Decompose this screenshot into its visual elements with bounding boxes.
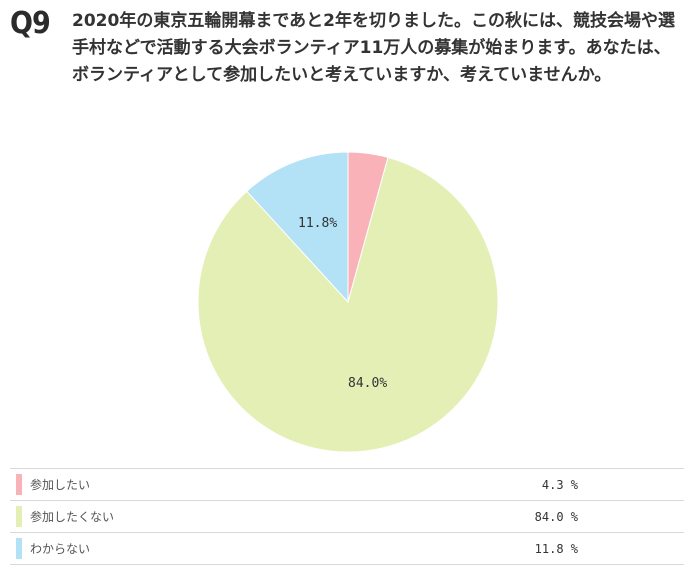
pie-label-sanka-shitakunai: 84.0% <box>348 376 387 391</box>
pie-chart: 84.0% 11.8% <box>197 151 499 453</box>
legend: 参加したい 4.3 % 参加したくない 84.0 % わからない 11.8 % <box>10 468 684 565</box>
legend-swatch-wakaranai <box>16 538 22 559</box>
legend-label-sanka-shitai: 参加したい <box>30 478 91 492</box>
legend-swatch-sanka-shitakunai <box>16 506 22 527</box>
question-text: 2020年の東京五輪開幕まであと2年を切りました。この秋には、競技会場や選手村な… <box>72 11 675 85</box>
pie-slices <box>197 151 499 453</box>
legend-label-wakaranai: わからない <box>30 542 91 556</box>
pie-label-wakaranai: 11.8% <box>298 216 337 231</box>
legend-row-sanka-shitai: 参加したい 4.3 % <box>10 468 684 500</box>
legend-label-sanka-shitakunai: 参加したくない <box>30 510 115 524</box>
question-number: Q9 <box>10 6 51 41</box>
legend-value-wakaranai: 11.8 % <box>534 542 578 556</box>
legend-row-sanka-shitakunai: 参加したくない 84.0 % <box>10 500 684 532</box>
legend-row-wakaranai: わからない 11.8 % <box>10 532 684 565</box>
legend-value-sanka-shitai: 4.3 % <box>541 478 578 492</box>
legend-value-sanka-shitakunai: 84.0 % <box>534 510 578 524</box>
pie-slice-sanka-shitakunai <box>197 156 499 453</box>
legend-swatch-sanka-shitai <box>16 474 22 495</box>
pie-slice-wakaranai <box>246 151 349 304</box>
pie-labels: 84.0% 11.8% <box>298 216 387 391</box>
